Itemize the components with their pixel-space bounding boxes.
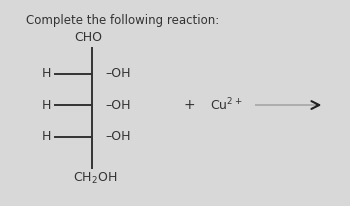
Text: H: H	[42, 98, 51, 111]
Text: CH$_2$OH: CH$_2$OH	[73, 171, 117, 186]
Text: Cu$^{2+}$: Cu$^{2+}$	[210, 97, 242, 113]
Text: –OH: –OH	[106, 67, 131, 80]
Text: +: +	[183, 98, 195, 112]
Text: H: H	[42, 130, 51, 143]
Text: CHO: CHO	[74, 32, 102, 44]
Text: –OH: –OH	[106, 98, 131, 111]
Text: H: H	[42, 67, 51, 80]
Text: –OH: –OH	[106, 130, 131, 143]
Text: Complete the following reaction:: Complete the following reaction:	[26, 14, 219, 27]
